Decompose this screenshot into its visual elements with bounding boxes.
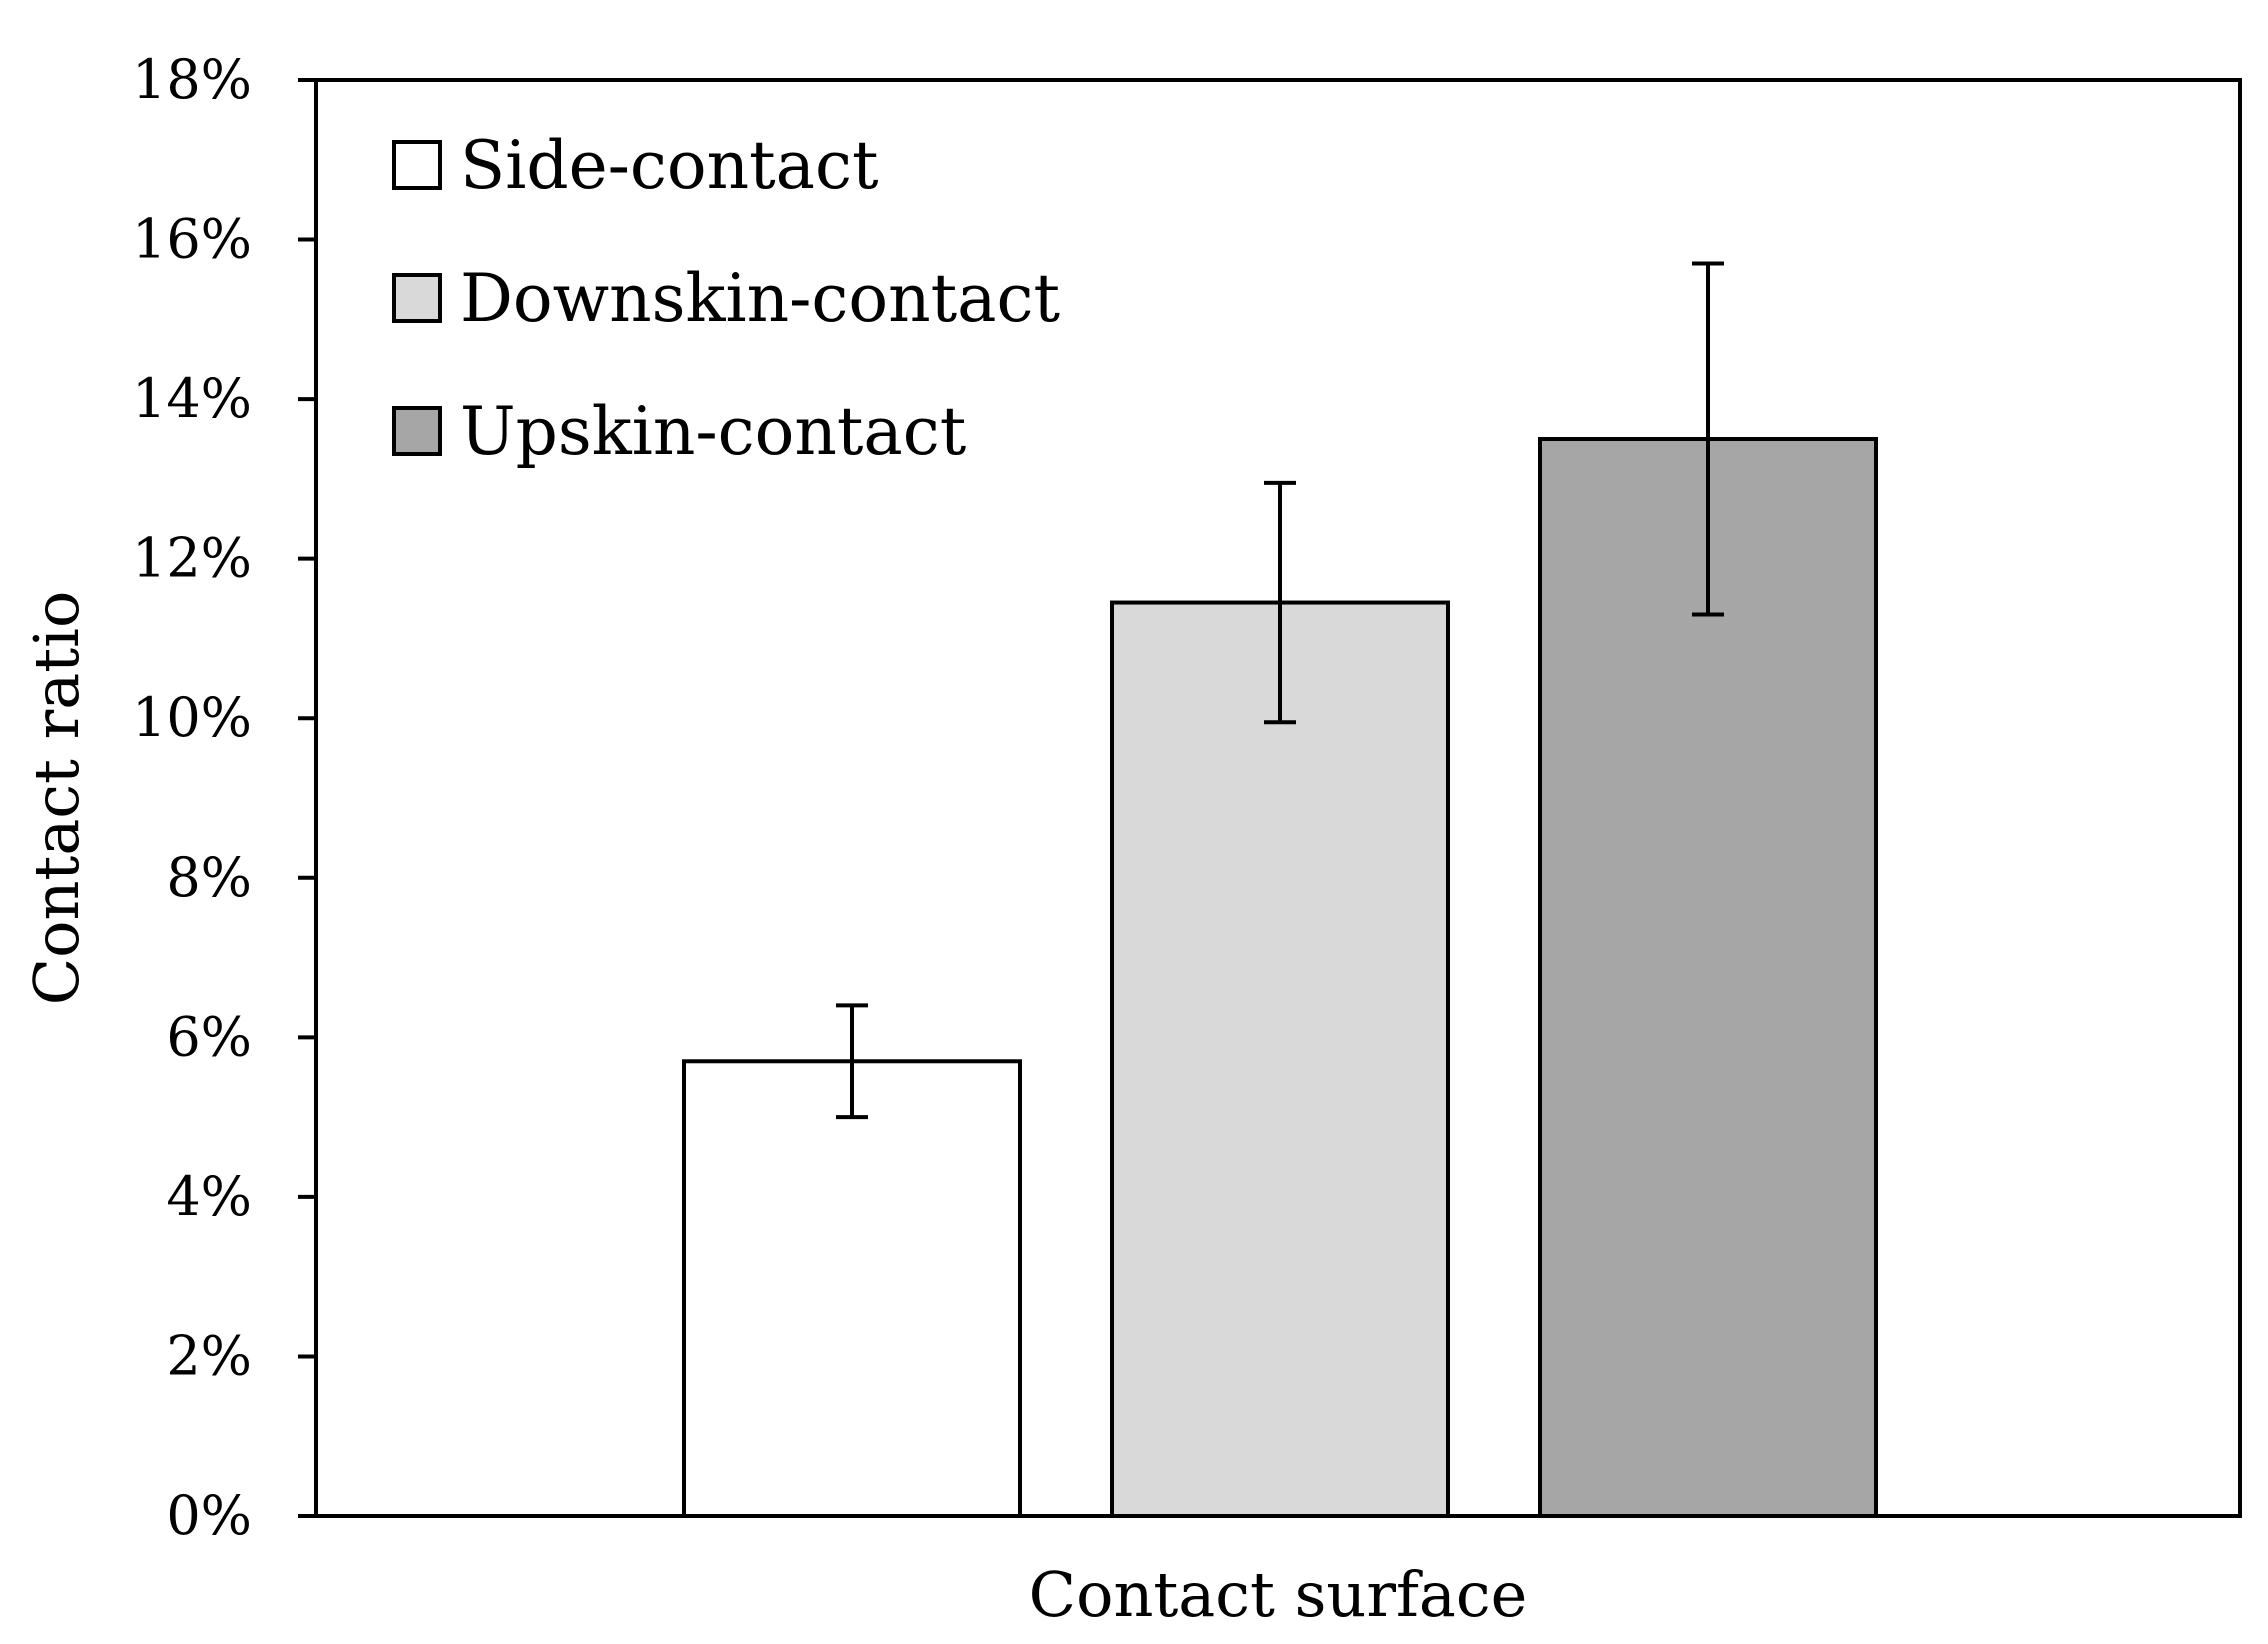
legend-swatch	[392, 140, 442, 190]
bar	[1110, 600, 1450, 1518]
y-tick-label: 2%	[166, 1324, 252, 1387]
legend-label: Upskin-contact	[460, 393, 966, 470]
y-tick-label: 14%	[132, 367, 252, 430]
legend-label: Downskin-contact	[460, 260, 1060, 337]
y-tick-label: 12%	[132, 527, 252, 590]
legend-swatch	[392, 273, 442, 323]
bar	[1538, 437, 1878, 1518]
error-bars	[836, 261, 1724, 1120]
y-tick-label: 0%	[166, 1484, 252, 1547]
y-tick-label: 10%	[132, 686, 252, 749]
x-axis-label: Contact surface	[1029, 1558, 1528, 1631]
bar	[682, 1059, 1022, 1519]
y-tick-label: 4%	[166, 1165, 252, 1228]
legend: Side-contact Downskin-contact Upskin-conta…	[392, 127, 1060, 470]
y-tick-label: 8%	[166, 846, 252, 909]
y-tick-label: 6%	[166, 1005, 252, 1068]
y-tick-label: 18%	[132, 48, 252, 111]
legend-swatch	[392, 406, 442, 456]
bars	[682, 437, 1878, 1519]
y-axis-label: Contact ratio	[20, 591, 93, 1006]
y-tick-label: 16%	[132, 208, 252, 271]
legend-label: Side-contact	[460, 127, 879, 204]
y-axis-ticks: 0% 2% 4% 6% 8% 10% 12% 14% 16% 18%	[132, 48, 316, 1547]
